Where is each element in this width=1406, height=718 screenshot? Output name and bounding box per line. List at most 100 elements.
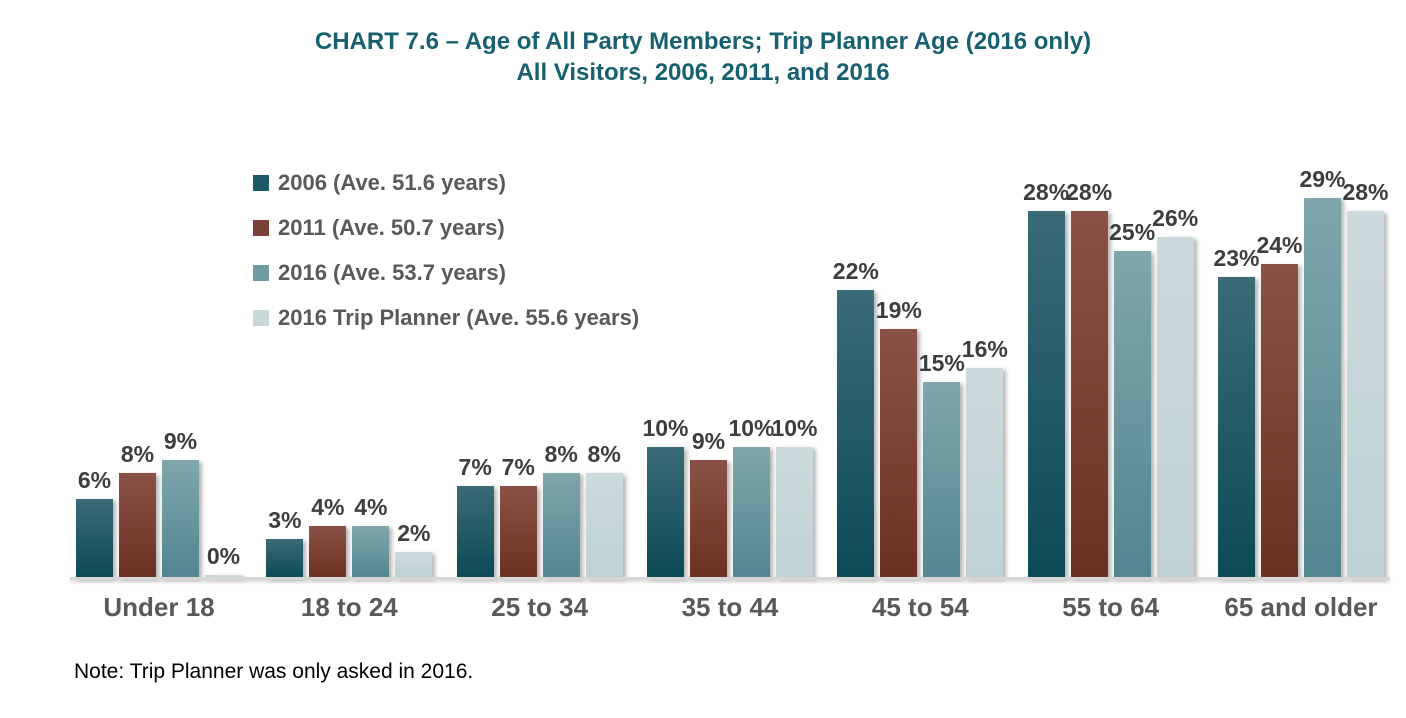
bar-value-label: 4% (354, 493, 388, 520)
bar-value-label: 7% (501, 454, 535, 481)
bar-value-label: 4% (311, 493, 345, 520)
legend-item-2011: 2011 (Ave. 50.7 years) (253, 205, 639, 250)
bar (1346, 211, 1384, 578)
bar-group: 22% 19% 15% 16% (833, 196, 1008, 578)
chart-title-line2: All Visitors, 2006, 2011, and 2016 (516, 59, 890, 86)
bar-value-label: 28% (1342, 179, 1389, 206)
bar (162, 460, 199, 578)
bar-slot: 15% (919, 196, 965, 578)
bar-value-label: 10% (642, 415, 689, 441)
bar-slot: 19% (876, 196, 922, 578)
bar-value-label: 29% (1299, 166, 1346, 193)
bar-slot: 7% (499, 196, 537, 578)
bar-value-label: 25% (1109, 218, 1156, 245)
category-label: Under 18 (103, 592, 215, 622)
bar (585, 473, 623, 578)
legend-swatch-2011 (253, 219, 269, 236)
bar-value-label: 2% (397, 519, 431, 546)
category-label: 65 and older (1224, 592, 1378, 622)
category-label: 55 to 64 (1062, 592, 1160, 622)
legend-label-2006: 2006 (Ave. 51.6 years) (278, 169, 506, 195)
category-label: 18 to 24 (300, 592, 398, 622)
category-axis-labels: Under 18 18 to 24 25 to 34 35 to 44 45 to 54… (70, 592, 1390, 623)
category-label: 45 to 54 (871, 592, 969, 622)
bar-slot: 28% (1342, 179, 1388, 578)
bar-value-label: 16% (961, 336, 1008, 363)
bar-value-label: 9% (163, 428, 198, 455)
bar (1217, 276, 1255, 578)
bar-value-label: 3% (268, 506, 302, 533)
legend-label-2016: 2016 (Ave. 53.7 years) (278, 259, 506, 285)
legend-swatch-2016 (253, 264, 269, 281)
bar (775, 447, 813, 578)
bar-slot: 23% (1213, 196, 1259, 578)
chart-title: CHART 7.6 – Age of All Party Members; Tr… (0, 26, 1406, 88)
bar (309, 525, 347, 578)
legend-swatch-2016-trip-planner (253, 309, 269, 326)
bar-group: 3% 4% 4% 2% (266, 196, 433, 578)
bar-value-label: 9% (691, 428, 726, 455)
bar-group: 10% 9% 10% 10% (642, 196, 818, 578)
bar-value-label: 23% (1213, 244, 1260, 271)
bar-slot: 26% (1152, 196, 1198, 578)
bar (1303, 198, 1341, 578)
bar-slot: 2% (395, 196, 433, 578)
bar-slot: 16% (962, 196, 1008, 578)
bar-value-label: 7% (458, 454, 492, 481)
bar (456, 486, 494, 578)
chart-title-line1: CHART 7.6 – Age of All Party Members; Tr… (314, 28, 1092, 55)
bar (352, 525, 390, 578)
bar-slot: 25% (1109, 196, 1155, 578)
bar-value-label: 24% (1256, 231, 1303, 258)
bar-value-label: 28% (1023, 179, 1070, 206)
bar-group: 7% 7% 8% 8% (456, 196, 623, 578)
bar-slot: 7% (456, 196, 494, 578)
bar (732, 447, 770, 578)
bar-slot: 9% (689, 196, 727, 578)
bar-slot: 4% (309, 196, 347, 578)
bar-slot: 8% (542, 196, 580, 578)
legend-item-2006: 2006 (Ave. 51.6 years) (253, 160, 639, 205)
bar-slot: 0% (205, 196, 242, 578)
footnote: Note: Trip Planner was only asked in 201… (74, 660, 474, 683)
bar (1156, 237, 1194, 578)
bar-value-label: 22% (832, 257, 879, 284)
bar-slot: 28% (1023, 179, 1069, 578)
bar-value-label: 15% (918, 349, 965, 376)
bar-slot: 6% (76, 196, 113, 578)
bar (542, 473, 580, 578)
bar-slot: 8% (119, 196, 156, 578)
bar-group: 6% 8% 9% 0% (76, 196, 242, 578)
legend-label-2016-trip-planner: 2016 Trip Planner (Ave. 55.6 years) (278, 304, 640, 330)
bar-slot: 4% (352, 196, 390, 578)
legend-item-2016-trip-planner: 2016 Trip Planner (Ave. 55.6 years) (253, 295, 639, 340)
bar (837, 289, 875, 578)
x-axis-line (70, 577, 1390, 580)
bar-slot: 8% (585, 196, 623, 578)
legend-swatch-2006 (253, 174, 269, 191)
bar-slot: 10% (728, 196, 775, 578)
bar-slot: 10% (771, 196, 818, 578)
bar-value-label: 10% (771, 415, 818, 441)
bar-group: 23% 24% 29% 28% (1213, 166, 1388, 578)
bar-value-label: 8% (544, 441, 578, 468)
bar-slot: 29% (1299, 166, 1345, 578)
bar-value-label: 8% (120, 441, 155, 468)
bar-slot: 3% (266, 196, 304, 578)
plot-area: 6% 8% 9% 0% 3% 4% 4% 2% 7% 7% 8% 8% 10% 9% 10% 10% 22% 19… (70, 166, 1390, 578)
bar-value-label: 26% (1152, 205, 1199, 232)
bar-group: 28% 28% 25% 26% (1023, 179, 1198, 578)
bar-slot: 9% (162, 196, 199, 578)
category-label: 35 to 44 (681, 592, 779, 622)
bar (923, 381, 961, 578)
bar-value-label: 19% (875, 297, 922, 324)
bar (395, 551, 433, 578)
bar (1260, 263, 1298, 578)
bar-value-label: 6% (77, 467, 112, 494)
bar-value-label: 0% (206, 543, 241, 569)
bar (205, 575, 242, 578)
bar (880, 329, 918, 578)
bar-value-label: 8% (587, 441, 621, 468)
bar-slot: 10% (642, 196, 689, 578)
